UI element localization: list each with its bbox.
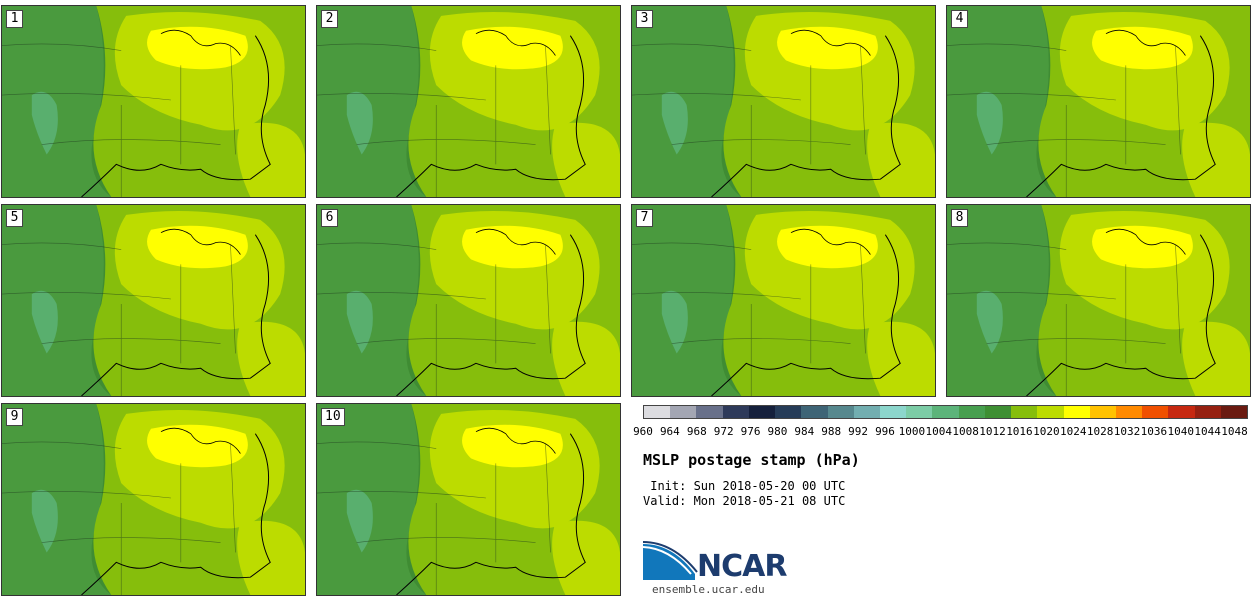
ensemble-member-map: 3: [631, 5, 936, 198]
ensemble-member-map: 4: [946, 5, 1251, 198]
ensemble-member-map: 10: [316, 403, 621, 596]
ensemble-member-map: 7: [631, 204, 936, 397]
colorbar-tick-label: 972: [713, 425, 734, 438]
colorbar-swatch: [853, 406, 880, 418]
colorbar-swatch: [1063, 406, 1090, 418]
colorbar-swatch: [1194, 406, 1221, 418]
ensemble-member-map: 2: [316, 5, 621, 198]
colorbar-tick-label: 1020: [1033, 425, 1060, 438]
map-graphic: [947, 6, 1250, 197]
member-number-label: 6: [321, 209, 338, 227]
member-number-label: 10: [321, 408, 345, 426]
colorbar-swatch: [906, 406, 933, 418]
map-graphic: [317, 404, 620, 595]
member-number-label: 9: [6, 408, 23, 426]
ensemble-member-map: 1: [1, 5, 306, 198]
colorbar-swatch: [696, 406, 723, 418]
colorbar-tick-label: 988: [821, 425, 842, 438]
map-graphic: [632, 6, 935, 197]
colorbar-tick-label: 980: [767, 425, 788, 438]
map-graphic: [632, 205, 935, 396]
map-graphic: [317, 6, 620, 197]
colorbar-swatch: [644, 406, 671, 418]
colorbar-swatch: [827, 406, 854, 418]
colorbar-tick-label: 960: [633, 425, 653, 438]
colorbar-swatch: [958, 406, 985, 418]
map-graphic: [2, 6, 305, 197]
colorbar-swatch: [984, 406, 1012, 418]
valid-time: Valid: Mon 2018-05-21 08 UTC: [643, 494, 846, 508]
colorbar-swatch: [932, 406, 959, 418]
member-number-label: 4: [951, 10, 968, 28]
colorbar-swatch: [1037, 406, 1064, 418]
colorbar-tick-label: 1044: [1194, 425, 1221, 438]
colorbar-tick-label: 1004: [925, 425, 953, 438]
ensemble-member-map: 6: [316, 204, 621, 397]
ensemble-member-map: 5: [1, 204, 306, 397]
colorbar-swatch: [722, 406, 749, 418]
site-url: ensemble.ucar.edu: [652, 583, 765, 596]
colorbar-swatch: [748, 406, 776, 418]
colorbar-swatch: [1089, 406, 1116, 418]
colorbar-tick-label: 1028: [1086, 425, 1114, 438]
member-number-label: 3: [636, 10, 653, 28]
colorbar-swatch: [1142, 406, 1169, 418]
colorbar-tick-label: 1012: [979, 425, 1006, 438]
colorbar: [643, 405, 1248, 419]
colorbar-tick-label: 992: [848, 425, 869, 438]
colorbar-tick-label: 1040: [1167, 425, 1195, 438]
chart-title: MSLP postage stamp (hPa): [643, 451, 860, 469]
colorbar-swatch: [775, 406, 802, 418]
member-number-label: 8: [951, 209, 968, 227]
map-graphic: [2, 205, 305, 396]
colorbar-swatch: [1011, 406, 1038, 418]
colorbar-swatch: [1115, 406, 1143, 418]
ensemble-member-map: 8: [946, 204, 1251, 397]
colorbar-tick-label: 1036: [1140, 425, 1168, 438]
map-graphic: [2, 404, 305, 595]
colorbar-tick-label: 1032: [1113, 425, 1141, 438]
colorbar-tick-label: 984: [794, 425, 815, 438]
colorbar-tick-label: 968: [686, 425, 707, 438]
colorbar-tick-label: 1000: [898, 425, 926, 438]
colorbar-tick-label: 1024: [1059, 425, 1087, 438]
colorbar-swatch: [670, 406, 697, 418]
member-number-label: 5: [6, 209, 23, 227]
colorbar-ticks: 960 964 968 972 976 980 984 988 992 996 1000 1004 10…: [631, 425, 1260, 439]
colorbar-tick-label: 1048: [1221, 425, 1248, 438]
member-number-label: 7: [636, 209, 653, 227]
ncar-logo-icon: [643, 541, 698, 580]
map-graphic: [947, 205, 1250, 396]
map-graphic: [317, 205, 620, 396]
colorbar-tick-label: 1016: [1006, 425, 1033, 438]
colorbar-tick-label: 1008: [952, 425, 979, 438]
colorbar-tick-label: 996: [875, 425, 895, 438]
ensemble-member-map: 9: [1, 403, 306, 596]
ncar-logo-text: NCAR: [697, 549, 787, 584]
member-number-label: 1: [6, 10, 23, 28]
init-time: Init: Sun 2018-05-20 00 UTC: [643, 479, 846, 493]
member-number-label: 2: [321, 10, 338, 28]
colorbar-swatch: [801, 406, 828, 418]
colorbar-tick-label: 976: [740, 425, 761, 438]
colorbar-swatch: [1220, 406, 1248, 418]
colorbar-tick-label: 964: [659, 425, 680, 438]
colorbar-swatch: [1168, 406, 1195, 418]
colorbar-swatch: [879, 406, 907, 418]
